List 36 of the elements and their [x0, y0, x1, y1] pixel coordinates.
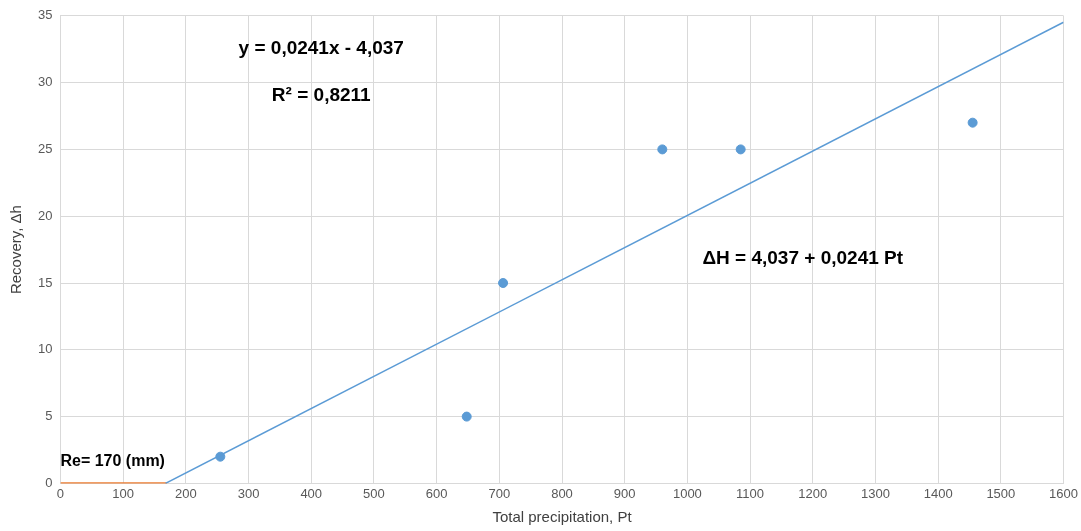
x-tick-label: 1200	[798, 485, 828, 501]
x-tick-label: 0	[56, 485, 65, 501]
y-tick-label: 35	[37, 7, 53, 23]
x-tick-label: 600	[425, 485, 448, 501]
x-tick-label: 1500	[986, 485, 1016, 501]
x-tick-label: 1400	[923, 485, 953, 501]
x-tick-label: 1600	[1049, 485, 1078, 501]
y-tick-label: 10	[37, 341, 53, 357]
point	[657, 144, 668, 155]
x-tick-label: 1000	[672, 485, 702, 501]
x-axis-title: Total precipitation, Pt	[492, 508, 633, 526]
point	[498, 278, 509, 288]
x-tick-label: 500	[363, 485, 385, 501]
x-tick-label: 700	[488, 485, 511, 501]
y-tick-label: 15	[37, 274, 53, 290]
annotation: y = 0,0241x - 4,037	[238, 36, 404, 58]
x-tick-label: 300	[237, 485, 260, 501]
annotation: R² = 0,8211	[271, 83, 372, 105]
y-tick-label: 5	[45, 408, 53, 424]
y-tick-label: 0	[45, 474, 53, 490]
point	[735, 144, 746, 155]
x-tick-label: 800	[551, 485, 573, 501]
x-tick-label: 400	[300, 485, 323, 501]
annotation: ΔH = 4,037 + 0,0241 Pt	[702, 247, 904, 269]
y-tick-label: 20	[37, 207, 53, 223]
x-tick-label: 1100	[736, 485, 765, 501]
y-tick-label: 25	[37, 140, 53, 156]
x-tick-label: 900	[613, 485, 636, 501]
point	[967, 117, 978, 128]
y-axis-title: Recovery, Δh	[7, 205, 25, 295]
y-tick-label: 30	[37, 74, 53, 90]
x-tick-label: 200	[174, 485, 197, 501]
x-tick-label: 1300	[861, 485, 890, 501]
point	[461, 411, 472, 422]
x-tick-label: 100	[112, 485, 134, 501]
annotation: Re= 170 (mm)	[60, 451, 165, 469]
